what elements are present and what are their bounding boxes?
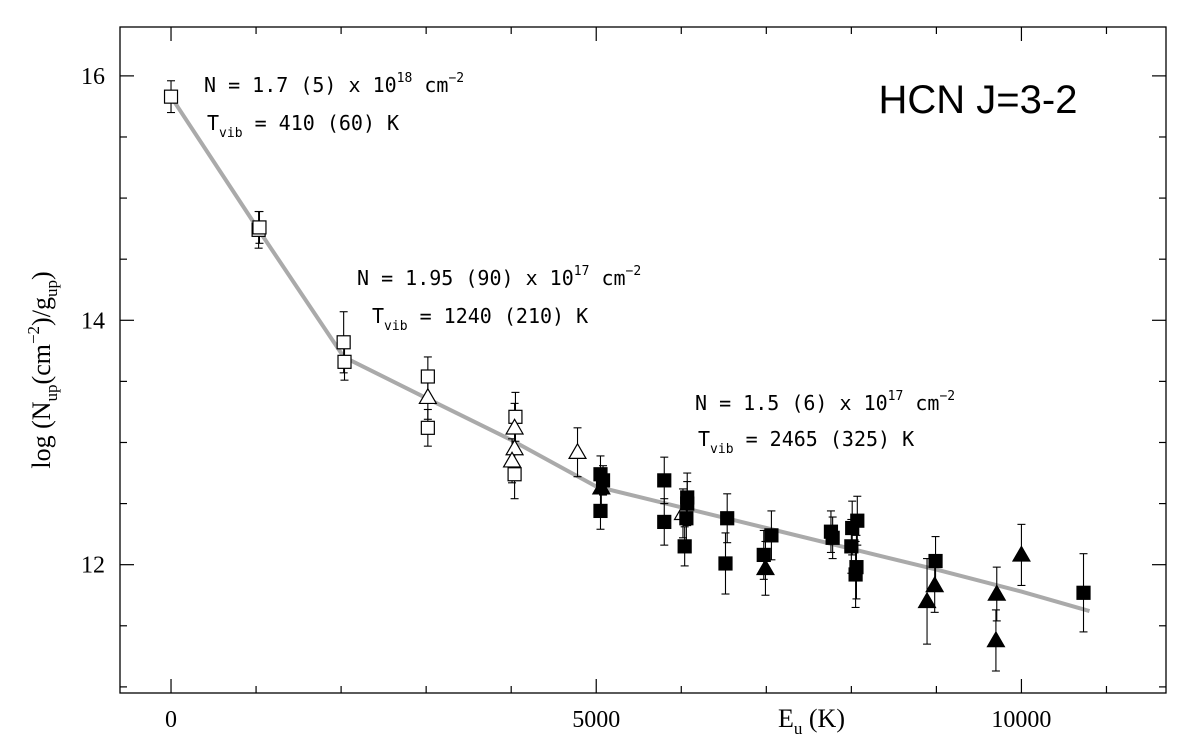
- filled-triangle-marker: [917, 591, 937, 609]
- annotation-1-line2: Tvib = 410 (60) K: [207, 111, 399, 141]
- filled-square-marker: [849, 560, 864, 575]
- annotation-2-line2: Tvib = 1240 (210) K: [372, 304, 588, 334]
- open-square-marker: [420, 420, 435, 435]
- open-triangle-marker: [505, 418, 525, 435]
- x-axis-label: Eu (K): [778, 704, 845, 738]
- x-tick-label: 0: [165, 707, 177, 733]
- filled-triangle-marker: [986, 630, 1006, 648]
- filled-square-marker: [720, 511, 735, 526]
- axis-ticks: 0 5000 10000 12 14 16: [81, 27, 1166, 733]
- open-square-marker: [507, 467, 522, 482]
- filled-square-marker: [657, 514, 672, 530]
- open-square-marker: [336, 335, 351, 350]
- chart-title: HCN J=3-2: [879, 78, 1078, 122]
- x-tick-label: 10000: [991, 707, 1051, 733]
- annotation-1-line1: N = 1.7 (5) x 1018 cm−2: [204, 71, 464, 97]
- annotation-3-line2: Tvib = 2465 (325) K: [698, 427, 914, 457]
- filled-square-marker: [1076, 585, 1091, 600]
- y-axis-label: log (Nup(cm−2)/gup): [24, 271, 61, 468]
- filled-square-marker: [677, 539, 692, 554]
- filled-square-marker: [718, 556, 733, 571]
- y-tick-label: 12: [81, 553, 105, 579]
- open-triangle-marker: [502, 451, 522, 468]
- filled-triangle-marker: [987, 584, 1007, 601]
- filled-square-marker: [593, 503, 608, 519]
- filled-square-marker: [764, 528, 779, 543]
- filled-square-marker: [680, 496, 695, 511]
- filled-triangle-marker: [591, 478, 611, 495]
- open-square-marker: [337, 354, 352, 369]
- filled-square-marker: [679, 511, 694, 526]
- filled-triangle-marker: [755, 558, 775, 576]
- filled-square-marker: [756, 547, 771, 563]
- filled-square-marker: [928, 553, 943, 569]
- filled-square-marker: [850, 513, 865, 528]
- filled-triangle-marker: [925, 575, 945, 593]
- plot-frame: [119, 26, 1167, 694]
- data-markers: [163, 89, 1091, 648]
- filled-square-marker: [844, 539, 859, 554]
- filled-square-marker: [825, 530, 840, 545]
- x-tick-label: 5000: [572, 707, 620, 733]
- filled-triangle-marker: [1011, 545, 1031, 562]
- y-tick-label: 14: [81, 308, 105, 334]
- fit-layer: [169, 95, 1091, 614]
- filled-square-marker: [657, 473, 672, 488]
- open-triangle-marker: [418, 387, 438, 405]
- annotation-2-line1: N = 1.95 (90) x 1017 cm−2: [357, 264, 641, 290]
- plot-border: [119, 26, 1167, 694]
- error-bars: [167, 80, 1088, 672]
- open-triangle-marker: [568, 442, 588, 460]
- open-square-marker: [163, 89, 179, 104]
- fit-curve: [169, 95, 1091, 614]
- open-square-marker: [252, 220, 267, 235]
- y-tick-label: 16: [81, 64, 105, 90]
- open-square-marker: [420, 369, 435, 384]
- open-triangle-marker: [505, 438, 525, 456]
- annotation-3-line1: N = 1.5 (6) x 1017 cm−2: [695, 389, 955, 415]
